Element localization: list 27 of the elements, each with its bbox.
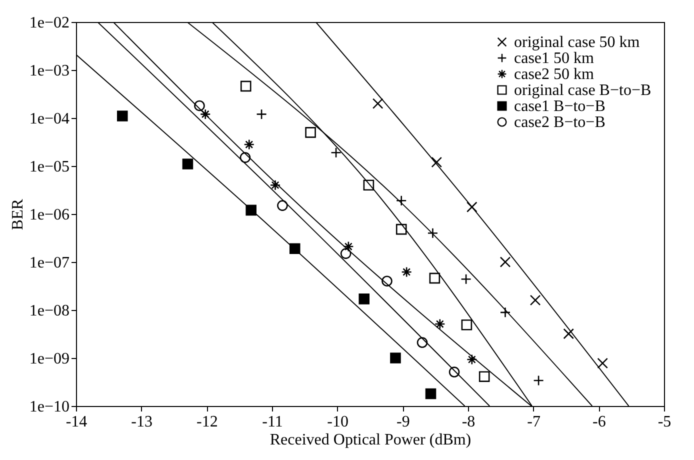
y-tick-label: 1e−10 <box>29 398 70 416</box>
y-tick-label: 1e−02 <box>29 14 70 32</box>
y-tick-label: 1e−09 <box>29 350 70 368</box>
x-tick-label: -12 <box>196 414 218 430</box>
y-tick-label: 1e−06 <box>29 206 70 224</box>
legend-label: case2 B−to−B <box>514 114 606 131</box>
y-axis-title: BER <box>9 198 26 230</box>
x-tick-label: -7 <box>527 414 540 430</box>
legend-label: case1 50 km <box>514 50 595 67</box>
legend-label: case2 50 km <box>514 66 595 83</box>
y-tick-label: 1e−08 <box>29 302 70 320</box>
y-tick-label: 1e−04 <box>29 110 70 128</box>
x-tick-label: -9 <box>396 414 410 430</box>
x-tick-label: -14 <box>66 414 88 430</box>
x-tick-label: -6 <box>592 414 606 430</box>
legend-label: case1 B−to−B <box>514 98 606 115</box>
x-tick-label: -8 <box>462 414 476 430</box>
x-tick-label: -13 <box>131 414 152 430</box>
legend-label: original case 50 km <box>514 34 640 51</box>
x-tick-label: -10 <box>327 414 348 430</box>
x-tick-label: -11 <box>262 414 283 430</box>
legend-label: original case B−to−B <box>514 82 652 99</box>
y-tick-label: 1e−03 <box>29 62 70 80</box>
x-axis-title: Received Optical Power (dBm) <box>270 432 472 448</box>
y-tick-label: 1e−07 <box>29 254 70 272</box>
y-tick-label: 1e−05 <box>29 158 70 176</box>
x-tick-label: -5 <box>658 414 672 430</box>
